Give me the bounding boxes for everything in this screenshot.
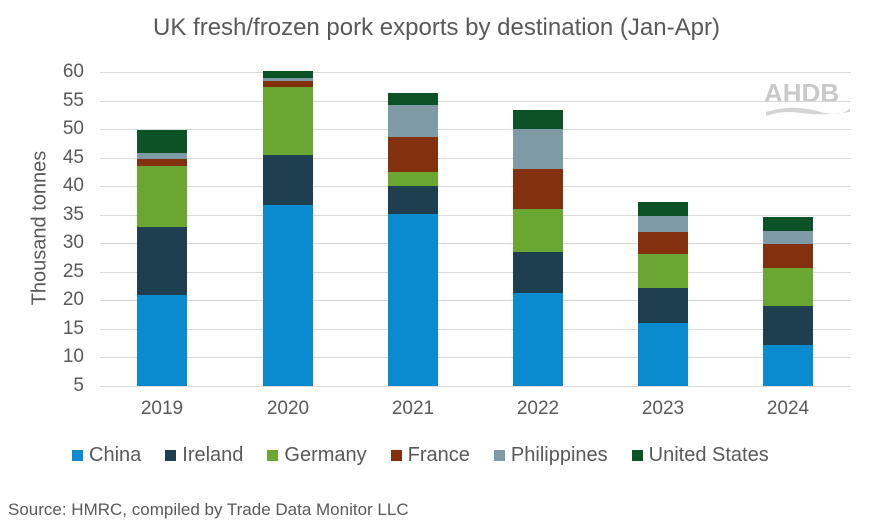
bar-segment-france (388, 136, 438, 173)
bar-2020 (263, 0, 313, 526)
y-tick-label: 60 (62, 61, 84, 82)
bar-segment-china (513, 292, 563, 386)
bar-segment-ireland (638, 287, 688, 323)
gridline (100, 129, 851, 130)
bar-segment-philippines (638, 215, 688, 232)
gridline (100, 243, 851, 244)
bar-2019 (137, 0, 187, 526)
gridline (100, 329, 851, 330)
gridline (100, 215, 851, 216)
y-tick-label: 5 (73, 375, 84, 396)
legend-label: Philippines (510, 444, 608, 466)
gridline (100, 186, 851, 187)
y-tick-label: 45 (62, 147, 84, 168)
y-tick-label: 10 (62, 346, 84, 367)
bar-segment-united-states (763, 217, 813, 231)
bar-segment-france (638, 231, 688, 255)
bar-segment-ireland (388, 186, 438, 215)
legend-swatch-icon (631, 450, 643, 461)
legend-label: Ireland (182, 444, 244, 466)
legend-label: China (89, 444, 142, 466)
bar-segment-germany (513, 209, 563, 252)
y-tick-label: 50 (62, 118, 84, 139)
bar-segment-united-states (137, 130, 187, 154)
logo-text: AHDB (764, 78, 839, 108)
legend-label: France (407, 444, 470, 466)
bar-2021 (388, 0, 438, 526)
bar-2024 (763, 0, 813, 526)
bar-segment-china (263, 205, 313, 386)
bar-segment-china (638, 322, 688, 386)
legend-label: United States (648, 444, 769, 466)
bar-segment-germany (137, 165, 187, 228)
bar-segment-germany (263, 87, 313, 155)
bar-segment-ireland (763, 306, 813, 346)
y-tick-label: 35 (62, 204, 84, 225)
bar-segment-united-states (638, 202, 688, 216)
y-tick-label: 20 (62, 289, 84, 310)
bar-segment-united-states (263, 71, 313, 79)
legend-swatch-icon (72, 450, 83, 461)
bar-2023 (638, 0, 688, 526)
bar-segment-philippines (388, 104, 438, 137)
legend-swatch-icon (267, 450, 279, 461)
gridline (100, 101, 851, 102)
ahdb-logo: AHDB (762, 78, 852, 120)
legend-item-france: France (390, 444, 470, 467)
y-tick-label: 30 (62, 232, 84, 253)
bar-segment-ireland (263, 154, 313, 206)
bar-segment-philippines (263, 78, 313, 82)
legend-label: Germany (284, 444, 367, 466)
gridline (100, 300, 851, 301)
legend: China Ireland Germany France Philippines Unit… (72, 444, 793, 467)
x-tick-label: 2022 (516, 398, 560, 419)
bar-segment-united-states (388, 92, 438, 105)
bar-segment-france (263, 81, 313, 88)
bar-segment-united-states (513, 109, 563, 130)
bar-segment-philippines (137, 153, 187, 159)
legend-item-china: China (72, 444, 141, 467)
x-tick-label: 2020 (266, 398, 310, 419)
x-tick-label: 2019 (140, 398, 184, 419)
legend-swatch-icon (165, 450, 177, 461)
x-tick-label: 2021 (391, 398, 435, 419)
bar-segment-philippines (513, 129, 563, 170)
bar-segment-france (137, 158, 187, 166)
bar-segment-germany (638, 254, 688, 288)
bar-segment-france (513, 169, 563, 209)
chart-title: UK fresh/frozen pork exports by destinat… (153, 14, 720, 41)
legend-item-germany: Germany (267, 444, 367, 467)
gridline (100, 272, 851, 273)
ahdb-logo-icon: AHDB (764, 78, 850, 116)
gridline (100, 72, 851, 73)
bar-segment-china (388, 214, 438, 386)
legend-item-philippines: Philippines (493, 444, 608, 467)
bar-segment-ireland (513, 251, 563, 293)
y-tick-label: 55 (62, 90, 84, 111)
bar-segment-philippines (763, 230, 813, 244)
x-tick-label: 2024 (766, 398, 810, 419)
bar-segment-france (763, 243, 813, 268)
y-tick-label: 15 (62, 318, 84, 339)
bar-segment-china (137, 295, 187, 386)
y-tick-label: 40 (62, 175, 84, 196)
x-tick-label: 2023 (641, 398, 685, 419)
bar-2022 (513, 0, 563, 526)
source-note: Source: HMRC, compiled by Trade Data Mon… (8, 500, 409, 519)
bar-segment-china (763, 345, 813, 386)
legend-swatch-icon (493, 450, 505, 461)
y-tick-label: 25 (62, 261, 84, 282)
bar-segment-germany (388, 172, 438, 187)
bar-segment-ireland (137, 227, 187, 296)
gridline (100, 386, 851, 387)
legend-swatch-icon (390, 450, 402, 461)
gridline (100, 158, 851, 159)
legend-item-united-states: United States (631, 444, 769, 467)
gridline (100, 357, 851, 358)
legend-item-ireland: Ireland (165, 444, 243, 467)
bar-segment-germany (763, 267, 813, 307)
